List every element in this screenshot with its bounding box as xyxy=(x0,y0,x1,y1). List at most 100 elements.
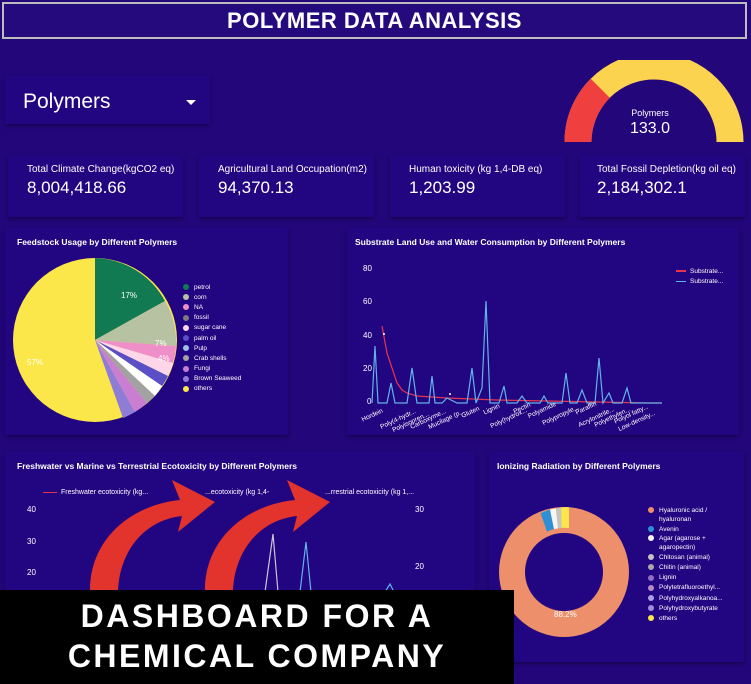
legend-item[interactable]: Agar (agarose + agaropectin) xyxy=(648,534,731,552)
chevron-down-icon[interactable] xyxy=(185,99,197,107)
legend-item[interactable]: ...rrestrial ecotoxicity (kg 1,... xyxy=(325,489,415,496)
series-line-blue xyxy=(371,300,662,405)
feedstock-pie: 17% 7% 4% 57% xyxy=(13,258,177,422)
gauge-value: 133.0 xyxy=(629,120,671,137)
legend-item[interactable]: NA xyxy=(183,302,241,312)
y-tick: 30 xyxy=(415,505,424,514)
y-tick: 30 xyxy=(27,537,36,546)
pie-slice-petrol xyxy=(95,258,165,340)
feedstock-legend: petrol corn NA fossil sugar cane palm oi… xyxy=(183,282,241,394)
donut-slice-avenin xyxy=(540,509,554,532)
legend-item[interactable]: palm oil xyxy=(183,333,241,343)
donut-slice-others xyxy=(561,507,569,528)
series-line-red xyxy=(381,325,662,404)
chart-title: Ionizing Radiation by Different Polymers xyxy=(497,461,661,471)
legend-item[interactable]: Hyaluronic acid / hyaluronan xyxy=(648,506,731,524)
chart-title: Freshwater vs Marine vs Terrestrial Ecot… xyxy=(17,461,297,471)
legend-item[interactable]: Chitin (animal) xyxy=(648,562,731,572)
legend-item[interactable]: Polytetrafluoroethyl... xyxy=(648,583,731,593)
kpi-label: Total Fossil Depletion(kg oil eq) xyxy=(597,164,736,175)
pie-slice-sugar-cane xyxy=(95,340,173,376)
substrate-legend: Substrate... Substrate... xyxy=(676,266,723,286)
slice-label: 7% xyxy=(155,339,167,348)
legend-item[interactable]: Polyhydroxyalkanoa... xyxy=(648,593,731,603)
data-point xyxy=(383,333,385,335)
substrate-line-chart: 80 60 40 20 0 xyxy=(363,264,662,406)
kpi-card-toxicity: Human toxicity (kg 1,4-DB eq) 1,203.99 xyxy=(390,155,565,217)
pie-slice-pulp xyxy=(95,340,162,396)
legend-item[interactable]: Crab shells xyxy=(183,353,241,363)
kpi-label: Human toxicity (kg 1,4-DB eq) xyxy=(409,164,543,175)
legend-item[interactable]: Lignin xyxy=(648,573,731,583)
legend-item[interactable]: ...ecotoxicity (kg 1,4- xyxy=(205,489,270,496)
radiation-panel: Ionizing Radiation by Different Polymers… xyxy=(489,452,744,662)
dropdown-label: Polymers xyxy=(23,90,111,113)
y-tick: 40 xyxy=(363,331,372,340)
pie-slice-corn xyxy=(95,301,177,346)
donut-slice-agar xyxy=(550,508,558,529)
pie-slice-na xyxy=(95,340,176,363)
pie-slice-palm-oil xyxy=(95,340,168,386)
y-tick: 0 xyxy=(367,397,372,406)
legend-item[interactable]: corn xyxy=(183,292,241,302)
kpi-value: 2,184,302.1 xyxy=(597,178,687,197)
legend-item[interactable]: Polyhydroxybutyrate xyxy=(648,603,731,613)
promo-banner: DASHBOARD FOR A CHEMICAL COMPANY xyxy=(0,590,514,684)
gauge-label: Polymers xyxy=(631,108,669,118)
legend-item[interactable]: sugar cane xyxy=(183,323,241,333)
kpi-label: Agricultural Land Occupation(m2) xyxy=(218,164,367,175)
kpi-card-fossil: Total Fossil Depletion(kg oil eq) 2,184,… xyxy=(580,155,745,217)
y-tick: 40 xyxy=(27,505,36,514)
arrow-icon xyxy=(90,480,215,590)
donut-slice-chitosan xyxy=(556,507,562,529)
pie-slice-seaweed xyxy=(95,340,135,418)
radiation-donut: 88.2% xyxy=(499,507,629,637)
pie-slice-fungi xyxy=(95,340,147,412)
kpi-value: 1,203.99 xyxy=(409,178,476,197)
polymers-dropdown[interactable]: Polymers xyxy=(5,76,210,124)
y-tick: 80 xyxy=(363,264,372,273)
substrate-panel: Substrate Land Use and Water Consumption… xyxy=(347,228,739,435)
banner-line-2: CHEMICAL COMPANY xyxy=(67,638,447,674)
gauge-arc xyxy=(564,52,744,143)
arrow-icon xyxy=(205,480,330,590)
legend-item[interactable]: Avenin xyxy=(648,524,731,534)
legend-item[interactable]: others xyxy=(183,384,241,394)
slice-label: 17% xyxy=(121,291,137,300)
chart-title: Substrate Land Use and Water Consumption… xyxy=(355,237,626,247)
legend-item[interactable]: Fungi xyxy=(183,364,241,374)
legend-item[interactable]: Substrate... xyxy=(676,276,723,286)
y-tick: 20 xyxy=(415,562,424,571)
slice-label: 4% xyxy=(158,354,170,363)
legend-item[interactable]: Substrate... xyxy=(676,266,723,276)
promo-arrows xyxy=(90,480,330,590)
donut-ring xyxy=(499,507,629,637)
legend-item[interactable]: fossil xyxy=(183,313,241,323)
legend-item[interactable]: Chitosan (animal) xyxy=(648,552,731,562)
feedstock-panel: Feedstock Usage by Different Polymers 17… xyxy=(5,228,288,435)
chart-title: Feedstock Usage by Different Polymers xyxy=(17,237,178,247)
page-title: POLYMER DATA ANALYSIS xyxy=(2,2,747,39)
y-tick: 20 xyxy=(27,568,36,577)
y-tick: 60 xyxy=(363,297,372,306)
kpi-card-land: Agricultural Land Occupation(m2) 94,370.… xyxy=(199,155,374,217)
series-line-grey xyxy=(264,533,279,593)
banner-line-1: DASHBOARD FOR A xyxy=(80,598,434,634)
kpi-label: Total Climate Change(kgCO2 eq) xyxy=(27,164,175,175)
y-tick: 20 xyxy=(363,364,372,373)
legend-item[interactable]: Freshwater ecotoxicity (kg... xyxy=(43,489,148,496)
kpi-value: 8,004,418.66 xyxy=(27,178,127,197)
kpi-value: 94,370.13 xyxy=(218,178,294,197)
legend-item[interactable]: Pulp xyxy=(183,343,241,353)
donut-center-label: 88.2% xyxy=(554,610,577,619)
gauge-widget xyxy=(560,52,748,143)
legend-item[interactable]: Brown Seaweed xyxy=(183,374,241,384)
legend-item[interactable]: others xyxy=(648,613,731,623)
kpi-card-climate: Total Climate Change(kgCO2 eq) 8,004,418… xyxy=(8,155,183,217)
slice-label: 57% xyxy=(27,358,43,367)
radiation-legend: Hyaluronic acid / hyaluronan Avenin Agar… xyxy=(648,506,731,624)
legend-item[interactable]: petrol xyxy=(183,282,241,292)
pie-slice-crab xyxy=(95,340,155,403)
data-point xyxy=(449,393,451,395)
x-axis-labels: Hordein Poly(4-hydr... Polyisopren... Ca… xyxy=(360,400,657,434)
